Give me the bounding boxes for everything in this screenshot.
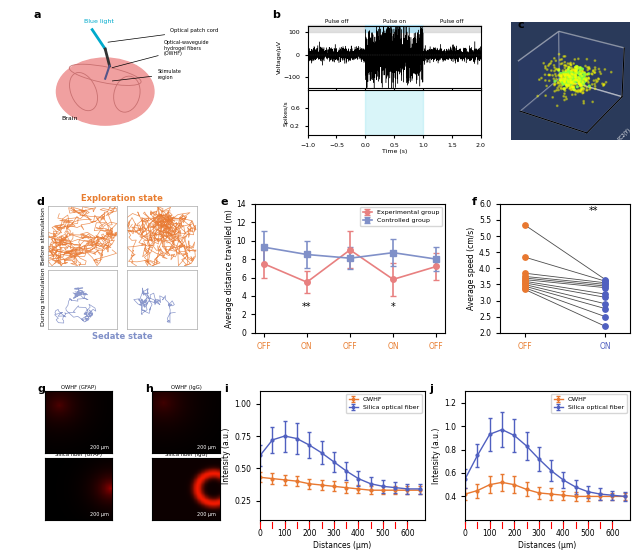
Text: Exploration state: Exploration state [81, 194, 163, 203]
Text: g: g [38, 385, 46, 395]
Point [600, 304, 611, 313]
Point [600, 293, 611, 302]
Point [520, 277, 530, 286]
Point [600, 278, 611, 287]
Point [600, 277, 611, 286]
Point [520, 272, 530, 281]
Text: c: c [517, 20, 524, 30]
Text: h: h [146, 385, 153, 395]
Text: e: e [221, 197, 228, 207]
Text: During stimulation: During stimulation [41, 267, 46, 326]
Text: i: i [224, 385, 228, 395]
Ellipse shape [57, 58, 154, 125]
Text: j: j [429, 385, 433, 395]
Point [520, 278, 530, 287]
Point [600, 312, 611, 321]
Text: **: ** [589, 206, 598, 216]
Text: **: ** [302, 302, 312, 312]
Point [600, 290, 611, 299]
Text: Optical patch cord: Optical patch cord [108, 29, 219, 42]
Y-axis label: Intensity (a.u.): Intensity (a.u.) [432, 427, 441, 484]
Y-axis label: Average distance travelled (m): Average distance travelled (m) [225, 209, 233, 328]
Text: *: * [391, 302, 396, 312]
Legend: OWHF, Silica optical fiber: OWHF, Silica optical fiber [551, 394, 626, 413]
Text: Blue light: Blue light [84, 19, 114, 24]
Text: a: a [34, 10, 41, 20]
X-axis label: Distances (μm): Distances (μm) [518, 541, 577, 549]
X-axis label: PC1(X): PC1(X) [532, 143, 550, 153]
Legend: OWHF, Silica optical fiber: OWHF, Silica optical fiber [346, 394, 422, 413]
Text: Before stimulation: Before stimulation [41, 207, 46, 265]
Point [520, 283, 530, 292]
Text: d: d [37, 197, 45, 207]
Y-axis label: Average speed (cm/s): Average speed (cm/s) [467, 227, 476, 310]
Legend: Experimental group, Controlled group: Experimental group, Controlled group [360, 207, 442, 226]
X-axis label: Distances (μm): Distances (μm) [314, 541, 371, 549]
Point [600, 283, 611, 292]
Y-axis label: PC2(Y): PC2(Y) [618, 127, 632, 142]
Point [600, 299, 611, 308]
Point [520, 220, 530, 229]
Text: Sedate state: Sedate state [92, 332, 153, 342]
Point [600, 275, 611, 284]
Text: Stimulate
region: Stimulate region [113, 69, 181, 81]
Point [520, 285, 530, 294]
Y-axis label: Intensity (a.u.): Intensity (a.u.) [223, 427, 232, 484]
Point [520, 282, 530, 291]
Text: Optical-waveguide
hydrogel fibers
(OWHF): Optical-waveguide hydrogel fibers (OWHF) [112, 40, 209, 68]
Text: b: b [272, 10, 280, 20]
Text: Brain: Brain [62, 116, 78, 121]
Point [520, 269, 530, 278]
Point [520, 275, 530, 284]
Point [600, 280, 611, 289]
Point [520, 253, 530, 262]
Point [520, 280, 530, 289]
Text: f: f [472, 197, 477, 207]
Point [600, 282, 611, 291]
Point [600, 322, 611, 331]
Point [520, 273, 530, 282]
